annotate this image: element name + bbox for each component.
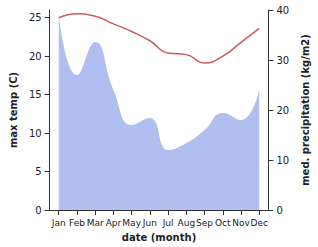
svg-text:40: 40 <box>276 5 289 16</box>
svg-text:Mar: Mar <box>87 218 104 228</box>
svg-text:30: 30 <box>276 55 289 66</box>
svg-text:Feb: Feb <box>69 218 85 228</box>
svg-text:Oct: Oct <box>215 218 231 228</box>
svg-text:Apr: Apr <box>106 218 122 228</box>
svg-text:Dec: Dec <box>251 218 268 228</box>
svg-text:Aug: Aug <box>178 218 196 228</box>
svg-text:20: 20 <box>29 51 42 62</box>
svg-text:10: 10 <box>29 128 42 139</box>
svg-text:May: May <box>122 218 141 228</box>
svg-text:5: 5 <box>35 166 41 177</box>
svg-text:10: 10 <box>276 155 289 166</box>
svg-text:25: 25 <box>29 12 42 23</box>
svg-text:max temp (C): max temp (C) <box>8 72 19 148</box>
svg-text:0: 0 <box>276 205 282 216</box>
svg-text:0: 0 <box>35 205 41 216</box>
svg-text:Sep: Sep <box>196 218 213 228</box>
svg-text:15: 15 <box>29 89 42 100</box>
svg-text:Nov: Nov <box>232 218 250 228</box>
svg-text:20: 20 <box>276 105 289 116</box>
svg-text:Jan: Jan <box>51 218 66 228</box>
svg-text:date (month): date (month) <box>122 232 196 243</box>
svg-text:med. precipitation (kg/m2): med. precipitation (kg/m2) <box>300 34 311 186</box>
svg-text:Jun: Jun <box>142 218 157 228</box>
svg-text:Jul: Jul <box>162 218 174 228</box>
